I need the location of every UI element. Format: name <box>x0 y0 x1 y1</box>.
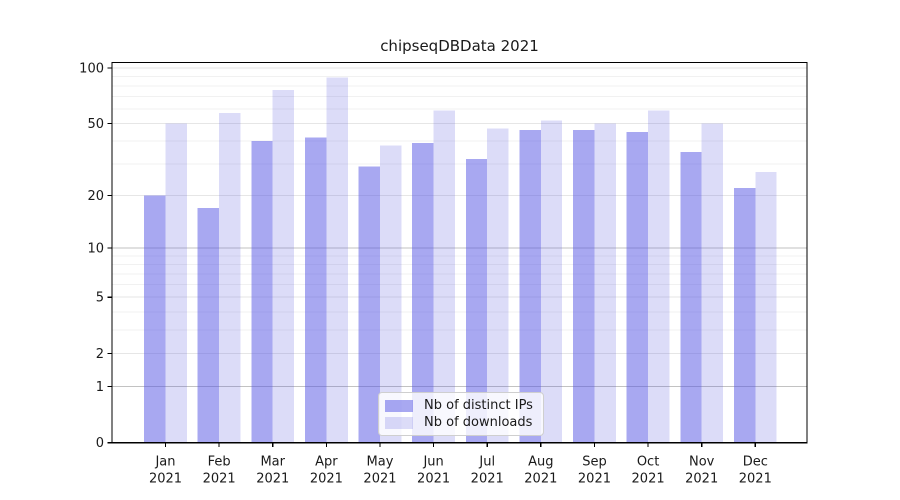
bar-distinct-ips-may <box>358 166 380 443</box>
x-tick-label-oct: Oct 2021 <box>632 455 665 487</box>
legend-label-downloads: Nb of downloads <box>424 415 533 430</box>
legend-swatch-distinct-ips <box>385 399 413 412</box>
x-tick-label-jan: Jan 2021 <box>149 455 182 487</box>
x-tick-label-mar: Mar 2021 <box>256 455 289 487</box>
bar-downloads-nov <box>701 123 724 443</box>
bar-downloads-jan <box>165 123 187 443</box>
y-tick-label-1: 1 <box>96 380 104 395</box>
x-tick-label-nov: Nov 2021 <box>685 455 718 487</box>
bar-distinct-ips-apr <box>304 137 327 443</box>
x-tick-label-dec: Dec 2021 <box>739 455 772 487</box>
axes-layer: 0 1 2 5 10 20 50 100 Jan 2021 Feb 2021 Mar 2021 Apr 202… <box>79 61 808 487</box>
bars-layer <box>144 77 777 443</box>
y-tick-label-50: 50 <box>87 117 104 132</box>
x-tick-label-aug: Aug 2021 <box>524 455 557 487</box>
bar-downloads-oct <box>648 110 670 443</box>
bar-downloads-apr <box>326 77 348 443</box>
y-tick-label-2: 2 <box>96 347 104 362</box>
bar-downloads-feb <box>219 113 241 443</box>
bar-distinct-ips-jun <box>412 143 434 443</box>
x-tick-label-may: May 2021 <box>363 455 396 487</box>
bar-distinct-ips-jan <box>144 195 166 443</box>
bar-distinct-ips-feb <box>197 208 220 443</box>
y-tick-label-5: 5 <box>96 291 104 306</box>
x-tick-label-jul: Jul 2021 <box>471 455 504 487</box>
y-tick-label-0: 0 <box>96 436 104 451</box>
bar-downloads-jul <box>487 128 509 443</box>
bar-distinct-ips-dec <box>733 188 756 443</box>
legend-item-distinct-ips: Nb of distinct IPs <box>385 398 535 413</box>
bar-distinct-ips-nov <box>680 151 702 443</box>
chart-title: chipseqDBData 2021 <box>380 37 539 55</box>
y-tick-label-20: 20 <box>87 189 104 204</box>
legend-swatch-downloads <box>385 416 413 429</box>
bar-downloads-may <box>379 145 402 443</box>
y-tick-label-10: 10 <box>87 242 104 257</box>
bar-downloads-dec <box>755 172 777 443</box>
bar-downloads-jun <box>433 110 455 443</box>
bar-distinct-ips-mar <box>251 141 273 443</box>
x-tick-label-sep: Sep 2021 <box>578 455 611 487</box>
legend-item-downloads: Nb of downloads <box>385 415 535 430</box>
bar-distinct-ips-sep <box>573 130 595 443</box>
bar-distinct-ips-jul <box>465 158 488 443</box>
plot-border <box>111 61 808 444</box>
x-tick-label-jun: Jun 2021 <box>417 455 450 487</box>
bar-distinct-ips-oct <box>626 131 649 443</box>
bar-downloads-sep <box>594 123 616 443</box>
y-tick-label-100: 100 <box>79 62 104 77</box>
legend-label-distinct-ips: Nb of distinct IPs <box>424 398 533 413</box>
bar-distinct-ips-aug <box>519 130 541 443</box>
bar-downloads-aug <box>540 120 563 443</box>
x-tick-label-apr: Apr 2021 <box>310 455 343 487</box>
bar-downloads-mar <box>272 90 295 443</box>
x-tick-label-feb: Feb 2021 <box>203 455 236 487</box>
legend: Nb of distinct IPs Nb of downloads <box>378 392 544 436</box>
